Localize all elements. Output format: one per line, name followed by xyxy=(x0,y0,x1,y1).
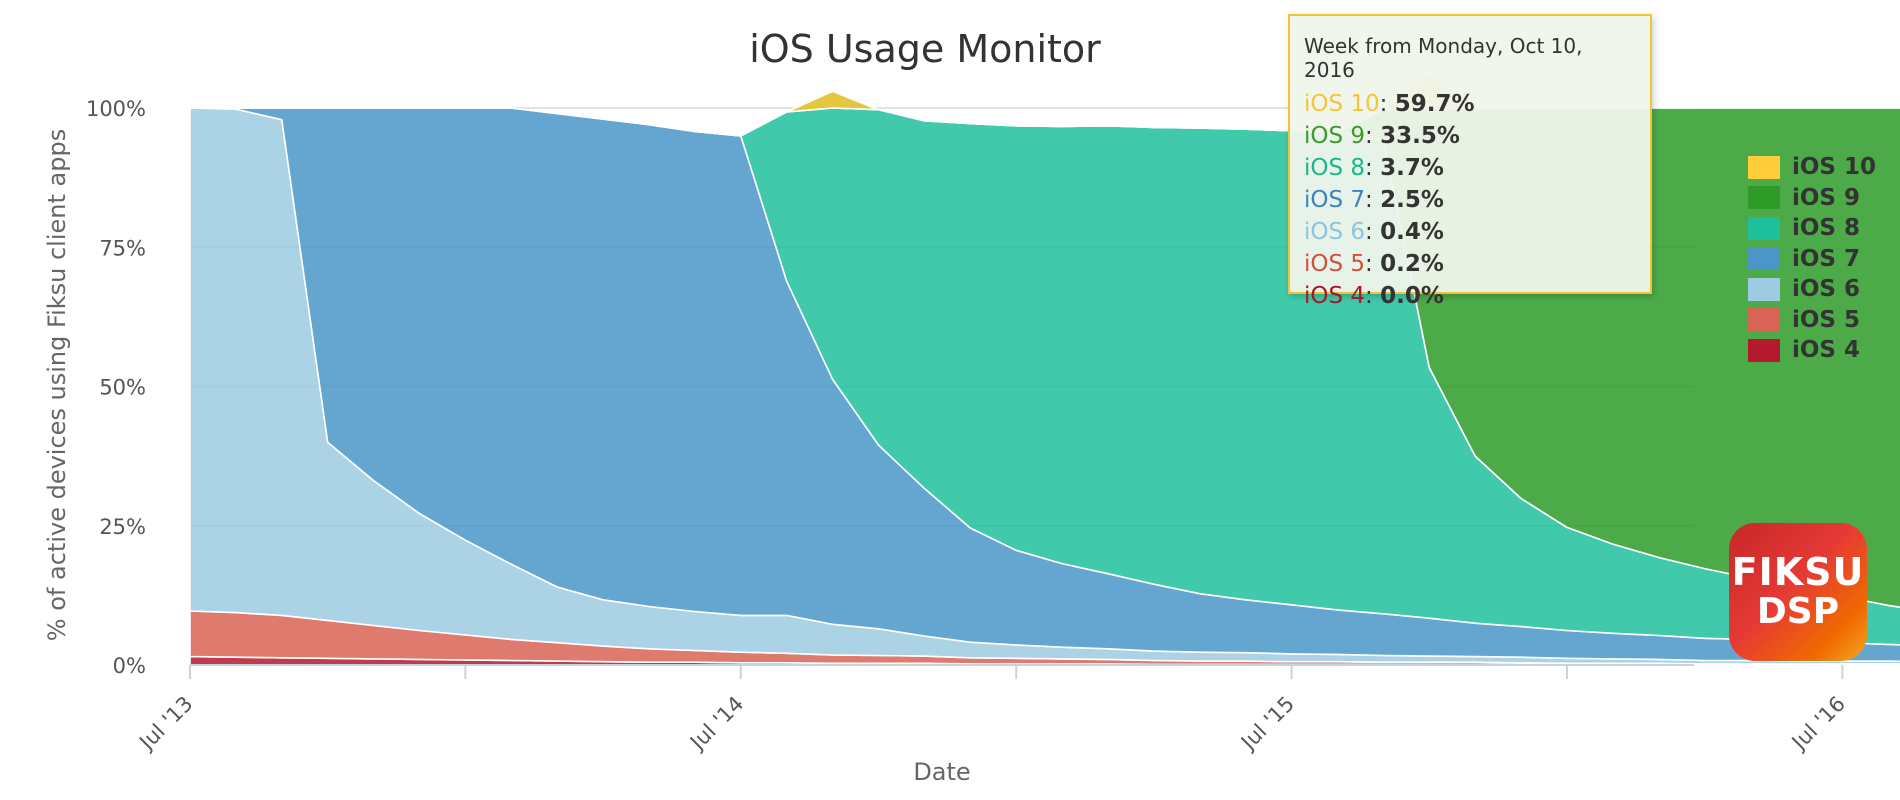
x-tick-label: Jul '14 xyxy=(684,692,748,756)
legend-item[interactable]: iOS 5 xyxy=(1748,305,1876,336)
x-axis-title: Date xyxy=(913,758,970,786)
legend-item[interactable]: iOS 7 xyxy=(1748,244,1876,275)
legend-item[interactable]: iOS 6 xyxy=(1748,274,1876,305)
y-tick-label: 50% xyxy=(99,376,146,400)
tooltip-series-name: iOS 6 xyxy=(1304,219,1366,245)
x-tick-label: Jul '16 xyxy=(1786,692,1850,756)
tooltip-separator: : xyxy=(1365,123,1381,149)
tooltip-row: iOS 4: 0.0% xyxy=(1304,280,1636,312)
tooltip-header: Week from Monday, Oct 10, 2016 xyxy=(1304,34,1583,82)
tooltip-value: 2.5% xyxy=(1380,187,1444,213)
legend-item[interactable]: iOS 10 xyxy=(1748,152,1876,183)
x-tick-label: Jul '13 xyxy=(134,692,198,756)
tooltip-separator: : xyxy=(1365,283,1381,309)
fiksu-dsp-logo: FIKSU DSP xyxy=(1729,523,1867,661)
legend-label: iOS 5 xyxy=(1792,306,1861,333)
tooltip-separator: : xyxy=(1365,155,1381,181)
y-axis: 0% 25% 50% 75% 100% xyxy=(86,97,146,678)
legend-swatch xyxy=(1748,155,1780,179)
x-axis: Jul '13 Jul '14 Jul '15 Jul '16 xyxy=(134,664,1850,756)
tooltip-separator: : xyxy=(1365,219,1381,245)
legend-item[interactable]: iOS 9 xyxy=(1748,183,1876,214)
legend-swatch xyxy=(1748,308,1780,332)
tooltip-series-name: iOS 5 xyxy=(1304,251,1366,277)
tooltip-separator: : xyxy=(1365,251,1381,277)
legend-label: iOS 9 xyxy=(1792,184,1861,211)
tooltip-series-name: iOS 4 xyxy=(1304,283,1366,309)
tooltip-value: 0.0% xyxy=(1380,283,1444,309)
legend: iOS 10 iOS 9 iOS 8 iOS 7 iOS 6 iOS 5 iOS 4 xyxy=(1748,152,1876,366)
legend-label: iOS 7 xyxy=(1792,245,1861,272)
tooltip-series-name: iOS 8 xyxy=(1304,155,1366,181)
tooltip-series-name: iOS 7 xyxy=(1304,187,1366,213)
legend-swatch xyxy=(1748,216,1780,240)
legend-item[interactable]: iOS 4 xyxy=(1748,335,1876,366)
tooltip-value: 59.7% xyxy=(1394,91,1475,117)
y-tick-label: 75% xyxy=(99,236,146,260)
tooltip-row: iOS 6: 0.4% xyxy=(1304,216,1636,248)
legend-label: iOS 10 xyxy=(1792,154,1877,181)
tooltip-value: 0.2% xyxy=(1380,251,1444,277)
legend-swatch xyxy=(1748,338,1780,362)
area-ios-10[interactable] xyxy=(189,73,1900,441)
x-tick-label: Jul '15 xyxy=(1235,692,1299,756)
tooltip-value: 0.4% xyxy=(1380,219,1444,245)
legend-swatch xyxy=(1748,247,1780,271)
tooltip-row: iOS 9: 33.5% xyxy=(1304,120,1636,152)
chart-title: iOS Usage Monitor xyxy=(749,27,1101,71)
tooltip-row: iOS 10: 59.7% xyxy=(1304,88,1636,120)
tooltip-rows: iOS 10: 59.7% iOS 9: 33.5% iOS 8: 3.7% iOS … xyxy=(1304,88,1636,312)
legend-label: iOS 8 xyxy=(1792,215,1861,242)
legend-label: iOS 4 xyxy=(1792,337,1861,364)
tooltip-value: 3.7% xyxy=(1380,155,1444,181)
y-tick-label: 100% xyxy=(86,97,146,121)
y-axis-title: % of active devices using Fiksu client a… xyxy=(43,129,71,641)
y-tick-label: 0% xyxy=(113,654,146,678)
tooltip-separator: : xyxy=(1379,91,1395,117)
tooltip-series-name: iOS 10 xyxy=(1304,91,1380,117)
y-tick-label: 25% xyxy=(99,515,146,539)
tooltip-row: iOS 7: 2.5% xyxy=(1304,184,1636,216)
legend-swatch xyxy=(1748,186,1780,210)
hover-tooltip: Week from Monday, Oct 10, 2016 iOS 10: 5… xyxy=(1288,14,1652,309)
tooltip-row: iOS 8: 3.7% xyxy=(1304,152,1636,184)
logo-line1: FIKSU xyxy=(1731,550,1865,594)
legend-label: iOS 6 xyxy=(1792,276,1861,303)
tooltip-value: 33.5% xyxy=(1380,123,1460,149)
tooltip-separator: : xyxy=(1365,187,1381,213)
logo-line2: DSP xyxy=(1756,591,1840,632)
legend-swatch xyxy=(1748,277,1780,301)
tooltip-series-name: iOS 9 xyxy=(1304,123,1366,149)
legend-item[interactable]: iOS 8 xyxy=(1748,213,1876,244)
tooltip-row: iOS 5: 0.2% xyxy=(1304,248,1636,280)
